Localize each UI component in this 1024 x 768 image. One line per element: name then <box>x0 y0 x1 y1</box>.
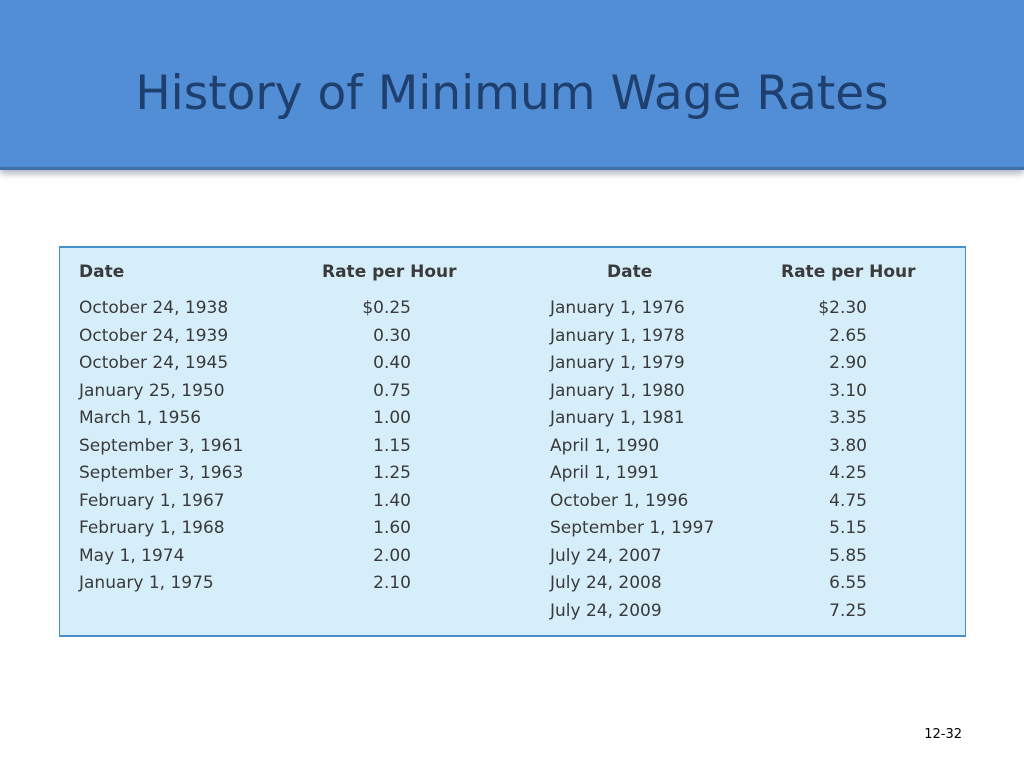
right-rate-cell: $2.30 <box>818 298 867 318</box>
right-rate-cell: 3.80 <box>829 435 867 456</box>
title-band: History of Minimum Wage Rates <box>0 0 1024 170</box>
left-rate-cell: $0.25 <box>362 298 411 318</box>
right-date-cell: January 1, 1981 <box>550 408 685 428</box>
header-left-rate: Rate per Hour <box>322 262 457 282</box>
left-date-cell: January 25, 1950 <box>79 380 225 401</box>
right-date-cell: January 1, 1979 <box>550 353 685 373</box>
left-rate-cell: 1.40 <box>373 490 411 511</box>
left-date-cell: October 24, 1945 <box>79 353 229 373</box>
slide-title: History of Minimum Wage Rates <box>135 66 889 121</box>
right-date-cell: April 1, 1991 <box>550 463 660 483</box>
right-rate-cell: 2.90 <box>829 353 867 373</box>
right-rate-cell: 6.55 <box>829 573 867 593</box>
right-date-cell: January 1, 1976 <box>550 298 685 318</box>
right-date-cell: January 1, 1980 <box>550 380 685 401</box>
left-date-cell: October 24, 1938 <box>79 298 229 318</box>
right-date-cell: October 1, 1996 <box>550 490 689 511</box>
right-date-cell: July 24, 2007 <box>550 545 662 566</box>
right-date-cell: April 1, 1990 <box>550 435 660 456</box>
right-date-cell: January 1, 1978 <box>550 325 685 346</box>
left-date-cell: September 3, 1961 <box>79 435 244 456</box>
right-rate-cell: 3.10 <box>829 380 867 401</box>
left-date-cell: October 24, 1939 <box>79 325 229 346</box>
right-date-cell: September 1, 1997 <box>550 518 715 538</box>
page-number: 12-32 <box>924 727 962 742</box>
right-rate-cell: 5.85 <box>829 545 867 566</box>
left-rate-cell: 1.60 <box>373 518 411 538</box>
right-rate-cell: 7.25 <box>829 600 867 621</box>
left-rate-cell: 1.00 <box>373 408 411 428</box>
left-rate-cell: 2.10 <box>373 573 411 593</box>
left-rate-cell: 0.30 <box>373 325 411 346</box>
right-rate-cell: 3.35 <box>829 408 867 428</box>
left-rate-cell: 1.25 <box>373 463 411 483</box>
left-date-cell: February 1, 1968 <box>79 518 225 538</box>
right-date-cell: July 24, 2009 <box>550 600 662 621</box>
header-right-date: Date <box>607 262 653 282</box>
minimum-wage-table: Date Rate per Hour Date Rate per Hour Oc… <box>59 246 966 637</box>
left-rate-cell: 0.75 <box>373 380 411 401</box>
left-date-cell: January 1, 1975 <box>79 573 214 593</box>
left-rate-cell: 2.00 <box>373 545 411 566</box>
right-date-cell: July 24, 2008 <box>550 573 662 593</box>
left-date-cell: May 1, 1974 <box>79 545 185 566</box>
left-rate-cell: 0.40 <box>373 353 411 373</box>
right-rate-cell: 2.65 <box>829 325 867 346</box>
header-left-date: Date <box>79 262 125 282</box>
left-date-cell: February 1, 1967 <box>79 490 225 511</box>
right-rate-cell: 4.75 <box>829 490 867 511</box>
left-rate-cell: 1.15 <box>373 435 411 456</box>
header-right-rate: Rate per Hour <box>781 262 916 282</box>
right-rate-cell: 5.15 <box>829 518 867 538</box>
right-rate-cell: 4.25 <box>829 463 867 483</box>
left-date-cell: September 3, 1963 <box>79 463 244 483</box>
left-date-cell: March 1, 1956 <box>79 408 202 428</box>
